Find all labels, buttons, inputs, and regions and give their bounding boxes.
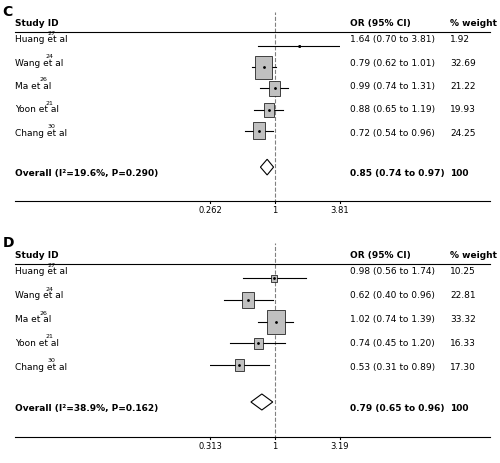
Text: 24: 24 (45, 54, 53, 59)
Text: Huang et al: Huang et al (15, 268, 68, 276)
Text: 3.81: 3.81 (330, 206, 349, 215)
Text: % weight: % weight (450, 251, 497, 260)
Text: 100: 100 (450, 169, 468, 178)
Text: D: D (2, 236, 14, 250)
Text: OR (95% CI): OR (95% CI) (350, 251, 411, 260)
Text: 3.19: 3.19 (331, 442, 349, 451)
Text: 27: 27 (48, 263, 56, 268)
Text: Huang et al: Huang et al (15, 35, 68, 44)
Bar (269, 81, 280, 96)
Text: 0.74 (0.45 to 1.20): 0.74 (0.45 to 1.20) (350, 339, 435, 348)
Text: Chang et al: Chang et al (15, 363, 67, 372)
Text: 0.53 (0.31 to 0.89): 0.53 (0.31 to 0.89) (350, 363, 435, 372)
Text: 24.25: 24.25 (450, 129, 475, 138)
Text: 30: 30 (48, 124, 56, 129)
Text: 16.33: 16.33 (450, 339, 476, 348)
Bar (267, 310, 285, 333)
Text: Ma et al: Ma et al (15, 315, 52, 324)
Text: Yoon et al: Yoon et al (15, 339, 59, 348)
Text: 0.62 (0.40 to 0.96): 0.62 (0.40 to 0.96) (350, 291, 435, 300)
Text: 1.64 (0.70 to 3.81): 1.64 (0.70 to 3.81) (350, 35, 435, 44)
Text: C: C (2, 5, 13, 19)
Text: Wang et al: Wang et al (15, 59, 64, 68)
Text: 0.79 (0.65 to 0.96): 0.79 (0.65 to 0.96) (350, 404, 444, 413)
Text: Study ID: Study ID (15, 251, 59, 260)
Text: 1: 1 (272, 206, 278, 215)
Text: Study ID: Study ID (15, 19, 59, 28)
Text: 0.313: 0.313 (198, 442, 222, 451)
Text: 0.85 (0.74 to 0.97): 0.85 (0.74 to 0.97) (350, 169, 444, 178)
Text: 17.30: 17.30 (450, 363, 476, 372)
Bar (271, 275, 276, 282)
Text: 1: 1 (272, 442, 278, 451)
Text: Chang et al: Chang et al (15, 129, 67, 138)
Text: 0.98 (0.56 to 1.74): 0.98 (0.56 to 1.74) (350, 268, 435, 276)
Text: 24: 24 (45, 287, 53, 292)
Text: Yoon et al: Yoon et al (15, 106, 59, 114)
Text: 0.72 (0.54 to 0.96): 0.72 (0.54 to 0.96) (350, 129, 435, 138)
Text: % weight: % weight (450, 19, 497, 28)
Text: 0.88 (0.65 to 1.19): 0.88 (0.65 to 1.19) (350, 106, 435, 114)
Bar (264, 103, 274, 117)
Bar (242, 292, 254, 308)
Text: 0.99 (0.74 to 1.31): 0.99 (0.74 to 1.31) (350, 82, 435, 91)
Text: 21: 21 (45, 334, 53, 339)
Text: 33.32: 33.32 (450, 315, 476, 324)
Bar (235, 359, 244, 371)
Bar (255, 56, 272, 79)
Text: 30: 30 (48, 358, 56, 363)
Text: 10.25: 10.25 (450, 268, 476, 276)
Text: 32.69: 32.69 (450, 59, 476, 68)
Polygon shape (260, 159, 274, 175)
Text: Ma et al: Ma et al (15, 82, 52, 91)
Polygon shape (251, 394, 273, 410)
Bar (252, 123, 266, 139)
Text: 0.79 (0.62 to 1.01): 0.79 (0.62 to 1.01) (350, 59, 435, 68)
Bar (298, 45, 300, 47)
Text: Overall (I²=38.9%, P=0.162): Overall (I²=38.9%, P=0.162) (15, 404, 158, 413)
Bar (254, 338, 262, 349)
Text: 21.22: 21.22 (450, 82, 475, 91)
Text: 1.02 (0.74 to 1.39): 1.02 (0.74 to 1.39) (350, 315, 435, 324)
Text: Wang et al: Wang et al (15, 291, 64, 300)
Text: 26: 26 (39, 311, 47, 315)
Text: 26: 26 (39, 77, 47, 82)
Text: 21: 21 (45, 101, 53, 106)
Text: Overall (I²=19.6%, P=0.290): Overall (I²=19.6%, P=0.290) (15, 169, 158, 178)
Text: 19.93: 19.93 (450, 106, 476, 114)
Text: 0.262: 0.262 (198, 206, 222, 215)
Text: 100: 100 (450, 404, 468, 413)
Text: 1.92: 1.92 (450, 35, 470, 44)
Text: OR (95% CI): OR (95% CI) (350, 19, 411, 28)
Text: 27: 27 (48, 31, 56, 36)
Text: 22.81: 22.81 (450, 291, 475, 300)
